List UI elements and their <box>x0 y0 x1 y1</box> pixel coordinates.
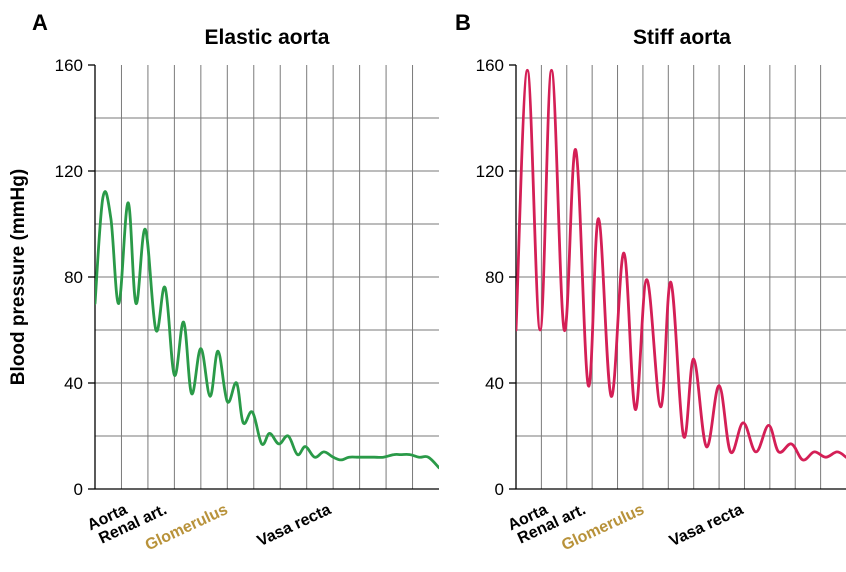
y-axis-label: Blood pressure (mmHg) <box>8 169 29 385</box>
y-tick-label: 80 <box>485 268 504 287</box>
y-tick-label: 160 <box>476 56 504 75</box>
y-tick-label: 120 <box>55 162 83 181</box>
y-tick-label: 0 <box>74 480 83 499</box>
y-tick-label: 40 <box>485 374 504 393</box>
panel-b-grid <box>516 65 846 489</box>
x-category-label-4: Vasa recta <box>667 501 746 550</box>
panel-a: A Elastic aorta 0 40 80 120 160 Blood pressure … <box>8 10 439 554</box>
panel-b-title: Stiff aorta <box>633 26 731 49</box>
panel-b-series-line <box>516 68 846 462</box>
x-category-label-4: Vasa recta <box>255 501 334 550</box>
y-tick-label: 120 <box>476 162 504 181</box>
panel-a-title: Elastic aorta <box>205 26 330 49</box>
y-tick-label: 0 <box>495 480 504 499</box>
panel-a-grid <box>95 65 439 489</box>
panel-b-letter: B <box>455 10 471 35</box>
panel-a-series-line <box>95 190 439 470</box>
y-tick-label: 160 <box>55 56 83 75</box>
panel-a-letter: A <box>32 10 48 35</box>
y-tick-label: 40 <box>64 374 83 393</box>
y-tick-label: 80 <box>64 268 83 287</box>
